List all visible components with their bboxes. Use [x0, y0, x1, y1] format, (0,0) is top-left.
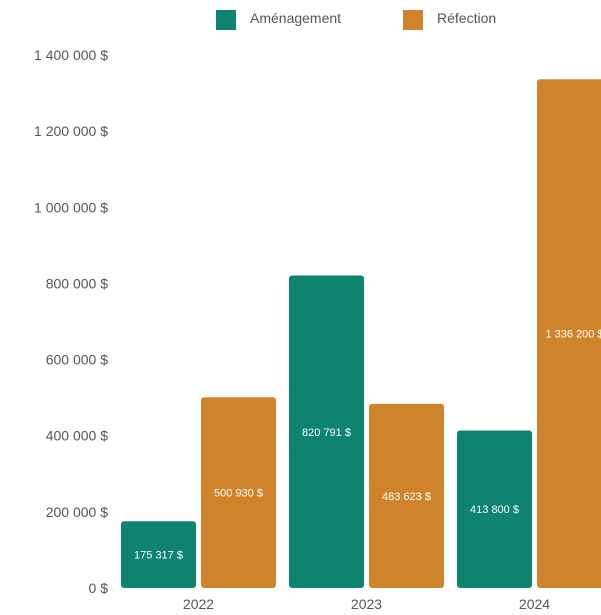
bar-amenagement-2023[interactable] [289, 275, 364, 588]
y-tick-label: 1 200 000 $ [34, 123, 108, 139]
x-axis: 2022 2023 2024 [183, 596, 550, 612]
legend-swatch [403, 10, 423, 30]
bar-amenagement-2024[interactable] [457, 430, 532, 588]
legend-item-refection[interactable]: Réfection [403, 10, 496, 30]
data-label-refection-2022: 500 930 $ [214, 488, 263, 500]
x-category-label: 2023 [351, 596, 382, 612]
x-category-label: 2024 [519, 596, 550, 612]
legend-swatch [216, 10, 236, 30]
data-label-amenagement-2023: 820 791 $ [302, 427, 351, 439]
y-tick-label: 200 000 $ [46, 504, 108, 520]
y-tick-label: 0 $ [89, 580, 109, 596]
data-label-refection-2024: 1 336 200 $ [545, 329, 601, 341]
legend-item-amenagement[interactable]: Aménagement [216, 10, 341, 30]
bar-refection-2022[interactable] [201, 397, 276, 588]
bar-refection-2023[interactable] [369, 403, 444, 588]
y-tick-label: 600 000 $ [46, 352, 108, 368]
y-tick-label: 1 000 000 $ [34, 199, 108, 215]
bar-refection-2024[interactable] [537, 79, 601, 588]
data-label-amenagement-2022: 175 317 $ [134, 550, 183, 562]
legend-label: Réfection [437, 10, 496, 26]
bar-amenagement-2022[interactable] [121, 521, 196, 588]
data-label-amenagement-2024: 413 800 $ [470, 504, 519, 516]
y-tick-label: 400 000 $ [46, 428, 108, 444]
x-category-label: 2022 [183, 596, 214, 612]
legend-label: Aménagement [250, 10, 341, 26]
y-axis: 0 $ 200 000 $ 400 000 $ 600 000 $ 800 000 $ 1… [34, 47, 108, 596]
bars: 175 317 $ 500 930 $ 820 791 $ 483 623 $ 413 … [121, 79, 601, 588]
y-tick-label: 1 400 000 $ [34, 47, 108, 63]
y-tick-label: 800 000 $ [46, 275, 108, 291]
chart-legend[interactable]: Aménagement Réfection [216, 10, 496, 30]
data-label-refection-2023: 483 623 $ [382, 491, 431, 503]
